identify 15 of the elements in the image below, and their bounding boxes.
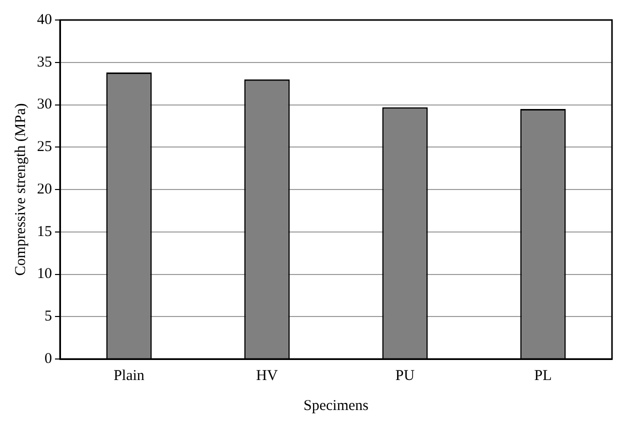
y-tick-label: 25: [37, 139, 52, 156]
x-tick-label: PU: [395, 368, 415, 384]
x-axis-title: Specimens: [304, 398, 369, 414]
y-tick-label: 0: [44, 350, 52, 367]
y-tick-label: 15: [37, 224, 52, 240]
y-tick-label: 35: [37, 54, 52, 70]
x-tick-label: Plain: [114, 368, 145, 384]
y-axis-title: Compressive strength (MPa): [12, 103, 29, 276]
x-tick-label: PL: [534, 368, 552, 384]
y-tick-label: 40: [37, 12, 52, 28]
y-tick-label: 20: [37, 181, 52, 198]
y-tick-label: 10: [37, 266, 52, 282]
y-tick-label: 5: [44, 308, 52, 325]
y-tick-label: 30: [37, 96, 52, 113]
x-tick-label: HV: [256, 368, 278, 384]
